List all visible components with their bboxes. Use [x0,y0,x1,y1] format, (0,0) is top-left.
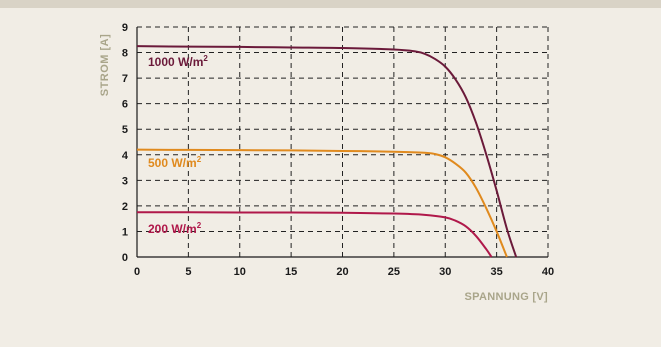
y-tick-label: 6 [122,99,128,111]
x-tick-label: 20 [336,266,348,278]
axes [136,27,548,258]
series-line-1 [136,148,508,258]
series-line-0 [136,45,518,258]
series-label-2: 200 W/m2 [148,221,202,236]
x-tick-label: 15 [285,266,297,278]
top-band [0,0,661,8]
y-tick-label: 5 [122,124,128,136]
x-tick-label: 35 [491,266,503,278]
x-tick-label: 25 [388,266,400,278]
series-lines [136,45,518,258]
x-tick-label: 30 [439,266,451,278]
y-tick-label: 9 [122,22,128,34]
x-axis-label: SPANNUNG [V] [465,291,548,303]
y-tick-label: 4 [122,150,129,162]
y-tick-label: 3 [122,175,128,187]
y-tick-label: 8 [122,48,128,60]
x-tick-label: 0 [134,266,140,278]
x-tick-label: 40 [542,266,554,278]
series-labels: 1000 W/m2 500 W/m2 200 W/m2 [148,54,208,236]
tick-labels: 0 1 2 3 4 5 6 7 8 9 0 5 10 15 20 25 30 35 40 [122,22,554,278]
grid-lines [137,26,549,257]
y-tick-label: 7 [122,73,128,85]
x-tick-label: 10 [234,266,246,278]
y-axis-label: STROM [A] [99,34,111,97]
y-tick-label: 2 [122,201,128,213]
x-tick-label: 5 [185,266,191,278]
series-line-2 [136,211,493,258]
series-label-0: 1000 W/m2 [148,54,208,69]
y-tick-label: 0 [122,252,128,264]
y-tick-label: 1 [122,226,128,238]
series-label-1: 500 W/m2 [148,155,202,170]
